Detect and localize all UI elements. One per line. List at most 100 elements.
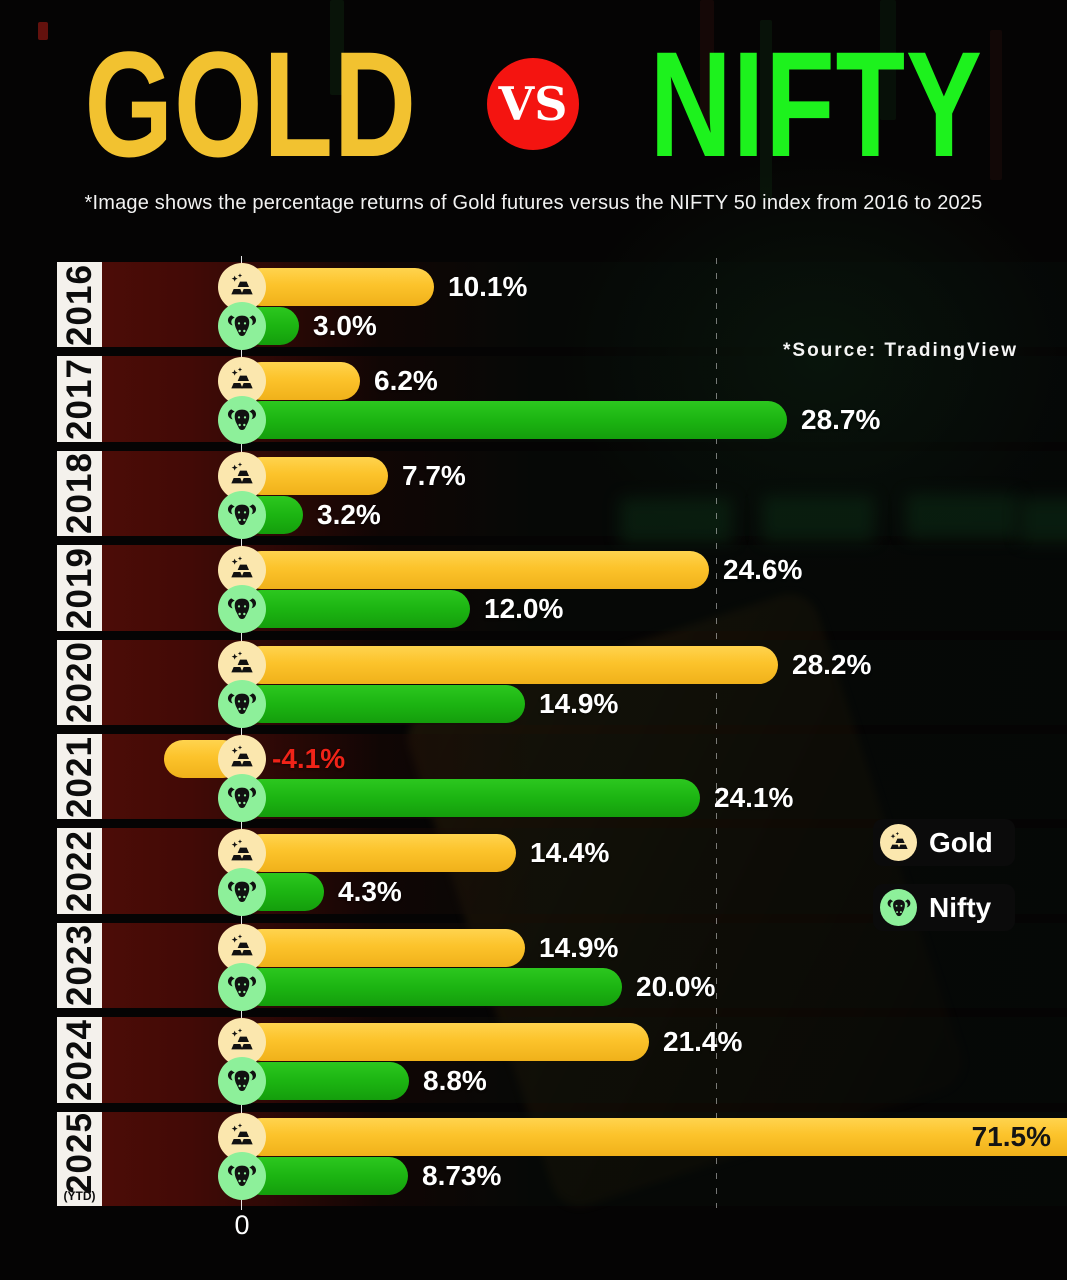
gold-bar (242, 645, 778, 684)
gold-value-label: 7.7% (402, 459, 466, 491)
nifty-value-label: 24.1% (714, 782, 794, 813)
gold-value-label: 10.1% (448, 271, 528, 302)
year-label-box: 2017 (57, 356, 102, 442)
gold-bar (242, 456, 388, 495)
year-row-2020: 2020 28.2% 14.9% (0, 639, 1067, 728)
year-label-box: 2021 (57, 734, 102, 820)
reference-dashed-line (716, 258, 717, 1208)
background-candlestick (700, 0, 714, 140)
year-label: 2023 (59, 924, 99, 1007)
gold-value-label: 24.6% (723, 554, 803, 586)
bull-icon (218, 868, 266, 917)
gold-bar (242, 928, 525, 967)
nifty-value-label: 3.0% (313, 310, 377, 341)
chart-area: 2016 10.1% 3.0% 2017 6.2% 28.7% 2018 7.7% 3.2% 20… (0, 256, 1067, 1272)
gold-bar (242, 268, 434, 306)
bull-icon (218, 490, 266, 539)
legend-label-nifty: Nifty (929, 891, 992, 923)
nifty-value-label: 28.7% (801, 404, 881, 436)
gold-value-label: 28.2% (792, 648, 872, 680)
year-label: 2022 (59, 830, 99, 913)
background-candlestick (760, 20, 772, 200)
year-label-box: 2018 (57, 450, 102, 537)
nifty-value-label: 3.2% (317, 498, 381, 530)
zero-axis-label: 0 (234, 1210, 250, 1240)
title-gold-text: GOLD (84, 20, 417, 188)
nifty-bar (242, 1156, 408, 1195)
page-title: GOLD VS NIFTY (0, 26, 1067, 182)
gold-bars-icon (880, 824, 917, 861)
year-row-2017: 2017 6.2% 28.7% (0, 356, 1067, 445)
background-candlestick (38, 22, 48, 40)
year-label: 2017 (59, 358, 99, 441)
year-label: 2021 (59, 735, 99, 818)
gold-value-label: 14.9% (539, 931, 619, 963)
nifty-bar (242, 779, 700, 817)
chart-subtitle: *Image shows the percentage returns of G… (84, 192, 983, 214)
year-label: 2024 (59, 1018, 99, 1101)
gold-value-label: 6.2% (374, 365, 438, 397)
year-label: 2016 (59, 263, 99, 346)
bull-icon (218, 585, 266, 634)
gold-value-label: 71.5% (971, 1120, 1051, 1152)
gold-value-label: 14.4% (530, 837, 610, 869)
bull-icon (218, 774, 266, 822)
bull-icon (218, 962, 266, 1011)
bull-icon (218, 1057, 266, 1106)
title-nifty-text: NIFTY (649, 20, 983, 188)
year-label: 2025 (59, 1112, 99, 1194)
nifty-value-label: 8.73% (422, 1159, 502, 1191)
legend-label-gold: Gold (929, 826, 993, 858)
nifty-bar (242, 590, 470, 629)
nifty-bar (242, 684, 525, 723)
nifty-value-label: 4.3% (338, 876, 402, 908)
legend-item-nifty: Nifty (873, 884, 1015, 931)
year-row-2016: 2016 10.1% 3.0% (0, 262, 1067, 350)
year-row-2023: 2023 14.9% 20.0% (0, 922, 1067, 1011)
year-row-2025: 2025 (YTD) 71.5% 8.73% (0, 1111, 1067, 1206)
nifty-bar (242, 967, 622, 1006)
year-label-box: 2020 (57, 639, 102, 725)
bull-icon (218, 302, 266, 350)
year-label: 2020 (59, 641, 99, 724)
year-label-box: 2019 (57, 545, 102, 631)
year-label-box: 2024 (57, 1017, 102, 1103)
legend: Gold Nifty (873, 819, 1015, 931)
year-row-2024: 2024 21.4% 8.8% (0, 1017, 1067, 1106)
bull-icon (218, 396, 266, 445)
year-label: 2019 (59, 546, 99, 629)
source-credit: *Source: TradingView (783, 340, 1018, 361)
gold-bar (242, 1023, 649, 1062)
year-label-box: 2016 (57, 262, 102, 348)
gold-bar (242, 1117, 1067, 1156)
year-row-2019: 2019 24.6% 12.0% (0, 545, 1067, 634)
year-label-box: 2025 (YTD) (57, 1111, 102, 1206)
year-row-2021: 2021 -4.1% 24.1% (0, 734, 1067, 822)
year-label-box: 2023 (57, 922, 102, 1009)
bull-icon (218, 679, 266, 728)
ytd-note: (YTD) (63, 1188, 96, 1203)
background-candlestick (990, 30, 1002, 180)
year-label-box: 2022 (57, 828, 102, 914)
nifty-value-label: 12.0% (484, 593, 564, 625)
nifty-value-label: 14.9% (539, 687, 619, 719)
legend-item-gold: Gold (873, 819, 1015, 866)
zero-axis-line (240, 256, 243, 1210)
vs-badge-label: VS (498, 77, 568, 131)
year-row-2018: 2018 7.7% 3.2% (0, 450, 1067, 539)
gold-value-label: -4.1% (272, 743, 346, 774)
background-candlestick (330, 0, 344, 95)
nifty-value-label: 20.0% (636, 970, 716, 1002)
year-label: 2018 (59, 452, 99, 535)
gold-value-label: 21.4% (663, 1026, 743, 1058)
bull-icon (218, 1151, 266, 1200)
gold-bar (242, 551, 709, 590)
background-candlestick (880, 0, 896, 120)
nifty-value-label: 8.8% (423, 1065, 487, 1097)
nifty-bar (242, 1062, 409, 1101)
gold-bar (242, 834, 516, 873)
nifty-bar (242, 401, 787, 440)
vs-badge: VS (487, 58, 579, 150)
bull-icon (880, 889, 917, 926)
